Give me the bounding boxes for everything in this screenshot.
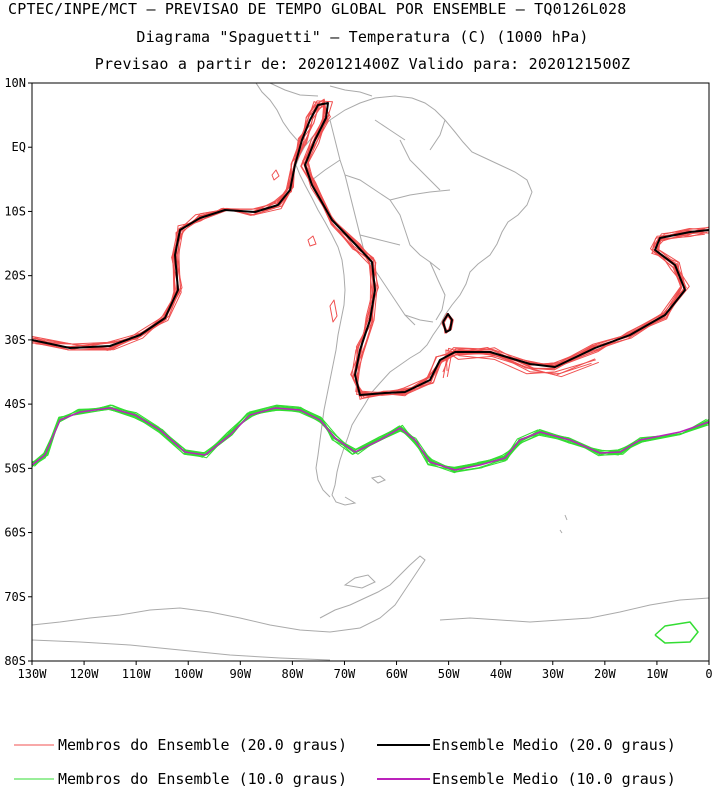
lat-tick-label: 20S — [4, 269, 26, 283]
lon-tick-label: 90W — [229, 667, 251, 681]
title-line-3: Previsao a partir de: 2020121400Z Valido… — [94, 55, 631, 73]
lon-tick-label: 20W — [594, 667, 616, 681]
lon-tick-label: 50W — [438, 667, 460, 681]
mean-20-contour — [32, 102, 709, 396]
lat-tick-label: 80S — [4, 654, 26, 668]
member-20-contour — [34, 101, 708, 395]
legend-label-mean-20: Ensemble Medio (20.0 graus) — [432, 736, 676, 754]
member-20-contour — [32, 103, 709, 399]
lat-tick-label: EQ — [12, 140, 26, 154]
lat-tick-label: 60S — [4, 526, 26, 540]
lon-tick-label: 40W — [490, 667, 512, 681]
member-20-contour — [32, 105, 709, 397]
lon-tick-label: 80W — [282, 667, 304, 681]
lat-tick-label: 10S — [4, 204, 26, 218]
member-20-contour — [32, 100, 708, 396]
member-20-contour — [32, 103, 707, 393]
member-20-contour — [32, 98, 706, 395]
lat-tick-label: 40S — [4, 397, 26, 411]
member-20-contour — [32, 101, 709, 396]
latitude-ticks: 10N EQ 10S 20S 30S 40S 50S 60S 70S 80S — [4, 76, 32, 668]
title-line-2: Diagrama "Spaguetti" – Temperatura (C) (… — [136, 28, 589, 46]
lat-tick-label: 70S — [4, 590, 26, 604]
lon-tick-label: 70W — [334, 667, 356, 681]
legend-label-members-10: Membros do Ensemble (10.0 graus) — [58, 770, 347, 788]
mean-10-line — [32, 407, 709, 471]
coastlines — [32, 83, 709, 661]
legend-label-mean-10: Ensemble Medio (10.0 graus) — [432, 770, 676, 788]
legend-label-members-20: Membros do Ensemble (20.0 graus) — [58, 736, 347, 754]
map-frame — [31, 82, 710, 662]
lon-tick-label: 60W — [386, 667, 408, 681]
member-10-contour — [32, 404, 707, 471]
member-20-contour — [35, 100, 705, 400]
mean-20-line — [442, 313, 453, 333]
lat-tick-label: 10N — [4, 76, 26, 90]
lon-tick-label: 0 — [705, 667, 712, 681]
lon-tick-label: 10W — [646, 667, 668, 681]
members-20-contours — [32, 98, 709, 400]
lon-tick-label: 130W — [18, 667, 48, 681]
member-20-contour — [329, 299, 338, 323]
mean-20-line — [32, 102, 709, 396]
member-20-contour — [32, 105, 709, 394]
longitude-ticks: 130W 120W 110W 100W 90W 80W 70W 60W 50W 40W 30W 20W… — [18, 661, 713, 681]
lon-tick-label: 110W — [122, 667, 152, 681]
member-20-contour — [34, 99, 709, 399]
lat-tick-label: 50S — [4, 461, 26, 475]
member-20-contour — [271, 169, 280, 181]
members-10-contours — [32, 404, 709, 644]
mean-10-contour — [32, 407, 709, 471]
lon-tick-label: 30W — [542, 667, 564, 681]
title-line-1: CPTEC/INPE/MCT – PREVISAO DE TEMPO GLOBA… — [8, 0, 627, 18]
lat-tick-label: 30S — [4, 333, 26, 347]
lon-tick-label: 100W — [174, 667, 204, 681]
member-20-contour — [32, 102, 709, 397]
member-20-contour — [307, 235, 317, 247]
lon-tick-label: 120W — [70, 667, 100, 681]
legend: Membros do Ensemble (20.0 graus) Ensembl… — [14, 736, 676, 788]
member-10-contour — [654, 621, 699, 644]
member-10-contour — [32, 408, 707, 472]
